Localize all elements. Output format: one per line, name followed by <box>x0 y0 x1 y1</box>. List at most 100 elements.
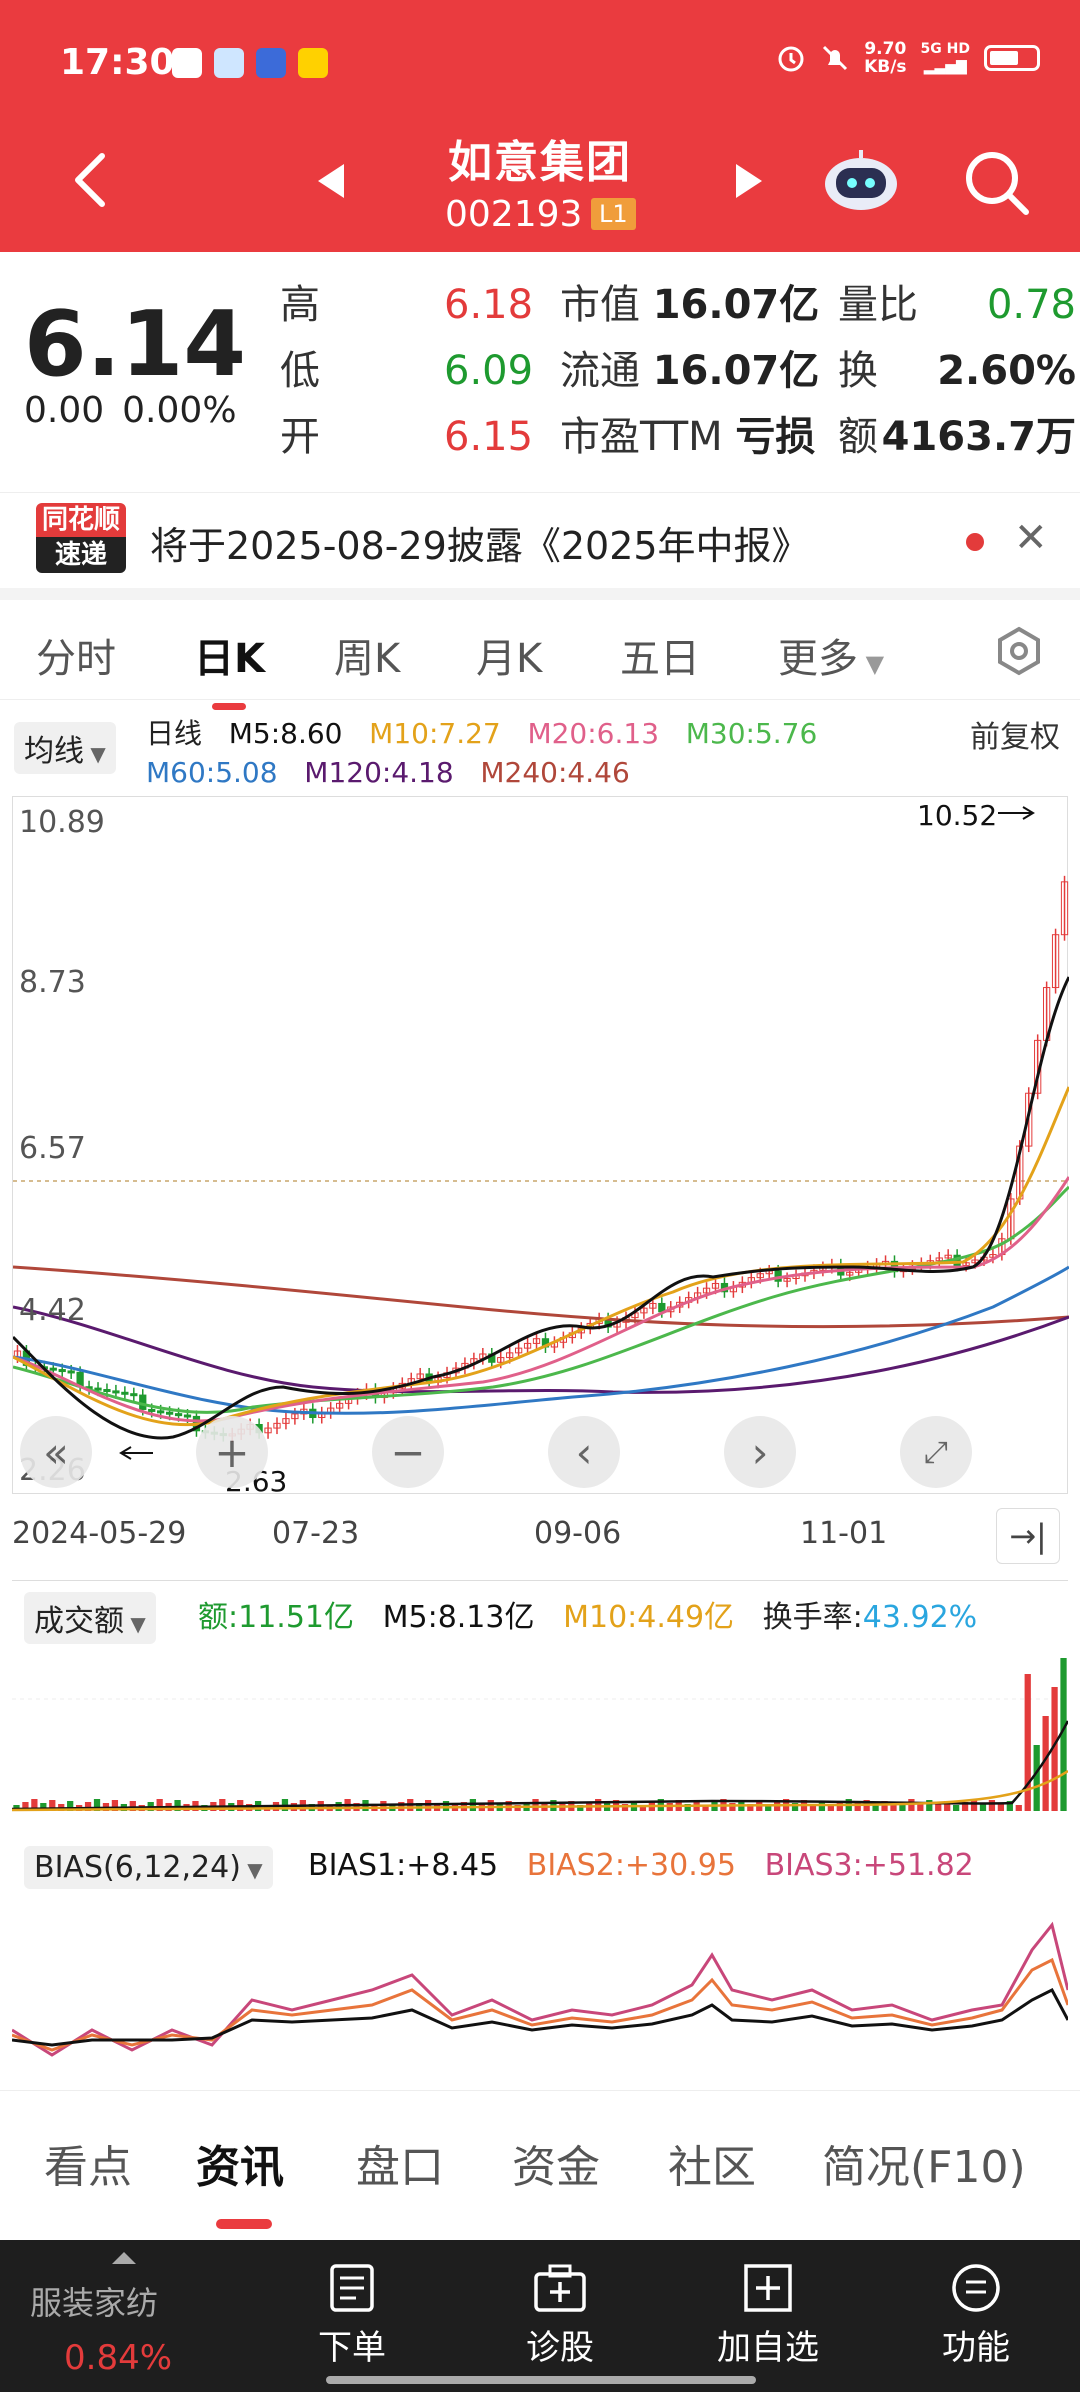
candle <box>416 1373 424 1380</box>
bias-chart[interactable] <box>11 1840 1070 2080</box>
bias-indicator-selector[interactable]: BIAS(6,12,24) ▼ <box>24 1846 273 1889</box>
status-right: 9.70 KB/s 5G HD ▂▃▅▇ <box>776 40 1040 76</box>
candle <box>174 1413 183 1417</box>
volume-bar <box>970 1799 978 1811</box>
volume-bar <box>791 1803 799 1811</box>
add-square-icon <box>744 2264 792 2312</box>
tab-community[interactable]: 社区 <box>668 2142 756 2193</box>
scroll-left-button[interactable]: ‹ <box>548 1416 620 1488</box>
volume-bar <box>1060 1658 1067 1811</box>
volume-bar <box>684 1804 691 1811</box>
tab-order-book[interactable]: 盘口 <box>356 2142 444 2193</box>
candle <box>291 1413 299 1420</box>
bottom-toolbar: 服装家纺 0.84% 下单 诊股 加自选 功能 <box>0 2240 1080 2392</box>
close-icon[interactable]: ✕ <box>1014 515 1048 561</box>
last-price: 6.14 <box>24 292 247 397</box>
tonghuashun-express-logo: 同花顺 速递 <box>36 503 126 575</box>
volume-bar <box>961 1802 969 1811</box>
kline-chart[interactable]: 10.89 8.73 6.57 4.42 2.26 10.52 2.63 <box>11 796 1071 1498</box>
candle <box>49 1367 57 1371</box>
app-icon <box>214 48 244 78</box>
vol-ratio-value: 0.78 <box>986 282 1076 328</box>
stock-code: 002193 <box>445 194 583 235</box>
candle <box>711 1282 720 1289</box>
candle <box>702 1287 711 1294</box>
volume-bar <box>442 1801 450 1811</box>
high-value: 6.18 <box>444 282 534 328</box>
volume-bar <box>890 1805 897 1811</box>
price-adjust-toggle[interactable]: 前复权 <box>970 720 1060 755</box>
quote-col-4: 量比 换 额 <box>838 282 918 460</box>
turnover-value: 2.60% <box>937 348 1076 394</box>
tab-intraday[interactable]: 分时 <box>36 636 116 682</box>
app-icon <box>256 48 286 78</box>
volume-bar <box>1042 1716 1049 1811</box>
kline-tabs: 分时 日K 周K 月K 五日 更多 ▼ <box>0 600 1080 710</box>
chevron-up-icon <box>112 2252 136 2264</box>
signal-icon: 5G HD ▂▃▅▇ <box>920 41 970 75</box>
candle <box>944 1254 952 1259</box>
price-axis-label: 10.89 <box>19 805 105 840</box>
fullscreen-button[interactable]: ⤢ <box>900 1416 972 1488</box>
tab-more[interactable]: 更多 ▼ <box>778 636 885 682</box>
scroll-right-button[interactable]: › <box>724 1416 796 1488</box>
volume-bar <box>67 1801 74 1811</box>
quote-col-3: 市值 16.07亿 流通 16.07亿 市盈TTM 亏损 <box>560 282 820 460</box>
volume-indicator-selector[interactable]: 成交额 ▼ <box>24 1592 156 1644</box>
add-watchlist-button[interactable]: 加自选 <box>688 2262 848 2369</box>
notice-bar[interactable]: 同花顺 速递 将于2025-08-29披露《2025年中报》 ✕ <box>0 492 1080 588</box>
ma-selector[interactable]: 均线 ▼ <box>14 722 116 774</box>
volume-bar <box>129 1801 136 1811</box>
volume-bar <box>765 1805 772 1811</box>
assistant-robot-icon[interactable] <box>822 146 900 212</box>
volume-bar <box>84 1802 92 1811</box>
rewind-button[interactable]: « <box>20 1416 92 1488</box>
candle <box>121 1391 129 1395</box>
prev-stock-button[interactable] <box>318 164 344 198</box>
candle <box>514 1347 523 1354</box>
tab-monthly-k[interactable]: 月K <box>476 636 543 682</box>
tab-five-day[interactable]: 五日 <box>620 636 700 682</box>
amount-value: 4163.7万 <box>881 414 1076 460</box>
mute-icon <box>823 45 848 71</box>
tab-funds[interactable]: 资金 <box>512 2142 600 2193</box>
next-stock-button[interactable] <box>736 164 762 198</box>
tab-highlights[interactable]: 看点 <box>44 2142 132 2193</box>
divider <box>0 588 1080 600</box>
sector-name[interactable]: 服装家纺 <box>30 2284 159 2322</box>
function-menu-button[interactable]: 功能 <box>896 2262 1056 2369</box>
candle <box>67 1370 75 1374</box>
volume-bar <box>988 1800 996 1811</box>
volume-chart[interactable] <box>11 1580 1070 1820</box>
volume-bar <box>49 1800 56 1811</box>
volume-bar <box>935 1804 942 1811</box>
tab-news[interactable]: 资讯 <box>196 2131 284 2229</box>
date-label: 2024-05-29 <box>12 1516 187 1551</box>
back-button[interactable] <box>70 150 110 210</box>
volume-bar <box>979 1803 987 1811</box>
volume-bar <box>747 1804 754 1811</box>
volume-bar <box>827 1805 834 1811</box>
candle <box>935 1257 943 1262</box>
candle <box>523 1342 532 1349</box>
candle <box>264 1427 272 1434</box>
search-icon[interactable] <box>962 148 1032 218</box>
zoom-in-button[interactable]: + <box>196 1416 268 1488</box>
jump-to-latest-button[interactable]: →| <box>996 1508 1060 1564</box>
quote-col-1: 高 低 开 <box>280 282 320 460</box>
home-indicator <box>326 2376 756 2384</box>
sector-change: 0.84% <box>64 2338 173 2378</box>
level-badge: L1 <box>591 198 636 230</box>
tab-profile-f10[interactable]: 简况(F10) <box>822 2142 1026 2193</box>
volume-bar <box>702 1805 709 1811</box>
tab-weekly-k[interactable]: 周K <box>334 636 401 682</box>
settings-gear-icon[interactable] <box>994 626 1044 676</box>
candle <box>1025 1092 1033 1147</box>
tab-daily-k[interactable]: 日K <box>194 626 265 710</box>
candle <box>165 1411 174 1415</box>
zoom-out-button[interactable]: − <box>372 1416 444 1488</box>
order-button[interactable]: 下单 <box>272 2262 432 2369</box>
volume-bar <box>854 1803 861 1811</box>
diagnose-button[interactable]: 诊股 <box>480 2262 640 2369</box>
period-high-marker: 10.52 <box>917 799 998 832</box>
